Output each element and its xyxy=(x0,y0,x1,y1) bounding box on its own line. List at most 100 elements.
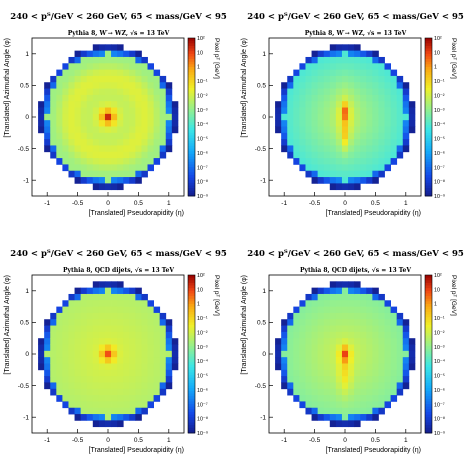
heatmap-cell xyxy=(111,357,118,364)
heatmap-cell xyxy=(171,107,179,115)
colorbar-tick-label: 10⁻⁶ xyxy=(434,388,445,394)
heatmap-cell xyxy=(341,145,349,153)
heatmap-cell xyxy=(111,319,118,326)
x-tick-label: -1 xyxy=(44,437,50,444)
heatmap-cell xyxy=(44,363,51,371)
colorbar-segment xyxy=(425,277,432,281)
heatmap-cell xyxy=(341,63,349,70)
heatmap-cell xyxy=(141,369,148,377)
colorbar-segment xyxy=(188,59,195,63)
heatmap-cell xyxy=(287,120,294,127)
heatmap-cell xyxy=(153,363,161,371)
heatmap-cell xyxy=(44,82,51,89)
heatmap-cell xyxy=(335,338,343,345)
heatmap-cell xyxy=(323,56,331,64)
heatmap-cell xyxy=(147,145,154,153)
heatmap-cell xyxy=(408,344,416,352)
heatmap-cell xyxy=(384,325,391,333)
heatmap-cell xyxy=(317,407,325,415)
heatmap-cell xyxy=(335,158,343,165)
heatmap-cell xyxy=(335,401,343,409)
heatmap-cell xyxy=(372,82,379,89)
heatmap-cell xyxy=(111,331,118,339)
heatmap-cell xyxy=(341,183,349,191)
heatmap-cell xyxy=(153,338,161,345)
heatmap-cell xyxy=(378,101,385,108)
heatmap-cell xyxy=(390,382,398,390)
heatmap-cell xyxy=(62,350,69,358)
heatmap-cell xyxy=(129,287,136,295)
heatmap-cell xyxy=(341,107,349,115)
heatmap-cell xyxy=(323,88,331,96)
heatmap-cell xyxy=(44,338,51,345)
colorbar-segment xyxy=(425,43,432,47)
heatmap-cell xyxy=(287,82,294,89)
heatmap-cell xyxy=(299,132,306,140)
heatmap-cell xyxy=(147,344,154,352)
heatmap-cell xyxy=(305,88,312,96)
heatmap-cell xyxy=(366,158,373,165)
heatmap-cell xyxy=(111,312,118,320)
heatmap-cell xyxy=(111,382,118,390)
heatmap-cell xyxy=(104,312,112,320)
heatmap-cell xyxy=(360,300,367,307)
heatmap-cell xyxy=(123,63,130,70)
heatmap-cell xyxy=(104,319,112,326)
heatmap-cell xyxy=(329,170,337,178)
heatmap-cell xyxy=(360,164,367,172)
colorbar-segment xyxy=(425,396,432,400)
heatmap-cell xyxy=(384,344,391,352)
heatmap-cell xyxy=(111,113,118,121)
heatmap-cell xyxy=(141,69,148,77)
colorbar-segment xyxy=(425,414,432,418)
heatmap-cell xyxy=(335,94,343,102)
colorbar-segment xyxy=(188,427,195,431)
heatmap-cell xyxy=(360,151,367,159)
heatmap-cell xyxy=(135,50,142,58)
colorbar-segment xyxy=(188,98,195,102)
y-tick-label: 0 xyxy=(25,351,29,358)
colorbar-segment xyxy=(188,72,195,76)
heatmap-cell xyxy=(378,388,385,396)
heatmap-cell xyxy=(372,401,379,409)
heatmap-cell xyxy=(74,344,82,352)
heatmap-cell xyxy=(287,382,294,390)
heatmap-cell xyxy=(117,300,124,307)
heatmap-cell xyxy=(92,306,100,314)
heatmap-cell xyxy=(104,420,112,428)
y-tick-label: 1 xyxy=(262,288,266,295)
heatmap-cell xyxy=(117,183,124,191)
heatmap-cell xyxy=(348,139,355,146)
colorbar-label: Pixel pᵀ [GeV] xyxy=(450,38,457,79)
heatmap-cell xyxy=(86,69,94,77)
heatmap-cell xyxy=(98,325,106,333)
heatmap-cell xyxy=(74,126,82,134)
heatmap-cell xyxy=(135,357,142,364)
heatmap-cell xyxy=(123,177,130,184)
heatmap-cell xyxy=(98,287,106,295)
colorbar-segment xyxy=(425,361,432,365)
heatmap-cell xyxy=(165,357,173,364)
heatmap-cell xyxy=(74,319,82,326)
heatmap-cell xyxy=(129,50,136,58)
colorbar-segment xyxy=(425,427,432,431)
heatmap-cell xyxy=(341,395,349,402)
heatmap-cell xyxy=(86,75,94,83)
heatmap-cell xyxy=(123,414,130,421)
heatmap-cell xyxy=(281,350,288,358)
heatmap-cell xyxy=(329,164,337,172)
heatmap-cell xyxy=(293,338,300,345)
heatmap-cell xyxy=(360,94,367,102)
colorbar-tick-label: 10⁻¹ xyxy=(434,316,445,322)
heatmap-cell xyxy=(354,101,361,108)
colorbar-tick-label: 10² xyxy=(434,36,442,42)
heatmap-cell xyxy=(360,120,367,127)
heatmap-cell xyxy=(378,306,385,314)
heatmap-cell xyxy=(390,158,398,165)
heatmap-cell xyxy=(293,312,300,320)
heatmap-cell xyxy=(86,344,94,352)
heatmap-cell xyxy=(159,363,167,371)
heatmap-cell xyxy=(384,382,391,390)
heatmap-cell xyxy=(147,306,154,314)
heatmap-cell xyxy=(372,363,379,371)
